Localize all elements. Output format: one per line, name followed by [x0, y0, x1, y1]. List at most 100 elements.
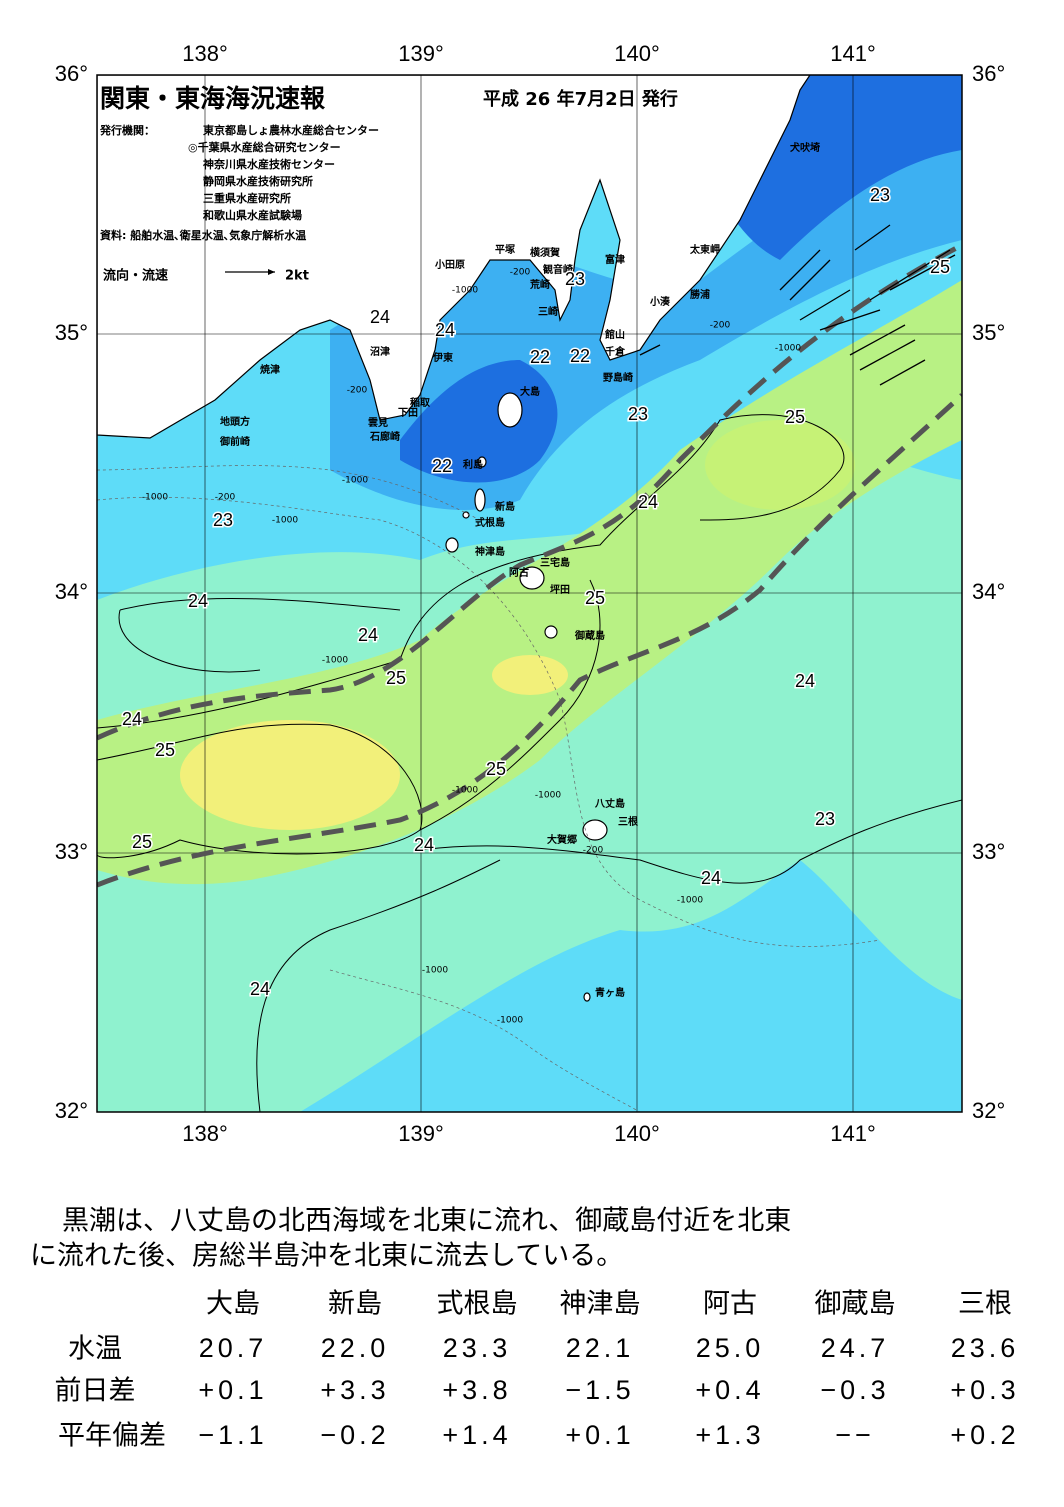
- isotherms: [97, 414, 962, 1112]
- place-label: 伊東: [432, 351, 453, 364]
- latitude-label: 36°: [972, 61, 1005, 86]
- table-cell: −1.5: [565, 1375, 634, 1405]
- longitude-label: 141°: [830, 1121, 876, 1146]
- place-label: 八丈島: [594, 797, 625, 810]
- depth-label: -200: [710, 321, 731, 331]
- table-header: 式根島: [437, 1289, 518, 1320]
- islands: [445, 392, 608, 1002]
- table-cell: +0.1: [198, 1375, 267, 1405]
- issuer-label: 発行機関：: [99, 123, 155, 137]
- isotherm-label: 24: [638, 492, 658, 512]
- isotherm-label: 24: [795, 671, 815, 691]
- isotherm-label: 25: [785, 407, 805, 427]
- place-label: 式根島: [475, 516, 505, 529]
- row-label: 平年偏差: [58, 1421, 166, 1452]
- longitude-label: 138°: [182, 41, 228, 66]
- place-label: 坪田: [550, 583, 570, 596]
- depth-label: -1000: [452, 786, 478, 796]
- table-cell: −0.3: [820, 1375, 889, 1405]
- issuer: 静岡県水産技術研究所: [203, 174, 313, 188]
- latitude-label: 33°: [972, 839, 1005, 864]
- warm-core: [180, 720, 400, 830]
- table-cell: +0.2: [950, 1420, 1019, 1450]
- table-cell: 22.1: [566, 1333, 635, 1363]
- isotherm-label: 22: [530, 347, 550, 367]
- table-header: 新島: [328, 1289, 382, 1320]
- isotherm-label: 23: [815, 809, 835, 829]
- depth-label: -200: [583, 846, 604, 856]
- legend-arrowhead: [268, 269, 275, 275]
- current-arrows: [639, 224, 956, 386]
- depth-label: -1000: [322, 656, 348, 666]
- longitude-label: 140°: [614, 1121, 660, 1146]
- grid: [97, 75, 962, 1112]
- place-label: 神津島: [475, 545, 505, 558]
- place-label: 大島: [520, 385, 540, 398]
- place-label: 三宅島: [540, 556, 570, 569]
- place-label: 石廊崎: [369, 430, 400, 443]
- place-label: 御前崎: [219, 435, 250, 448]
- depth-label: -1000: [272, 516, 298, 526]
- isotherm-label: 25: [155, 740, 175, 760]
- place-label: 沼津: [370, 345, 390, 358]
- table-cell: +0.1: [565, 1420, 634, 1450]
- isotherm-label: 24: [358, 625, 378, 645]
- table-cell: +3.8: [442, 1375, 511, 1405]
- latitude-label: 36°: [55, 61, 88, 86]
- table-cell: −0.2: [320, 1420, 389, 1450]
- table-header: 御蔵島: [815, 1289, 896, 1320]
- depth-label: -1000: [422, 966, 448, 976]
- isotherm-label: 24: [435, 320, 455, 340]
- latitude-label: 33°: [55, 839, 88, 864]
- depth-label: -1000: [535, 791, 561, 801]
- table-cell: +3.3: [320, 1375, 389, 1405]
- place-label: 大賀郷: [547, 833, 577, 846]
- isotherm-label: 24: [122, 709, 142, 729]
- table-cell: 24.7: [821, 1333, 890, 1363]
- isotherm-label: 25: [386, 668, 406, 688]
- depth-label: -200: [347, 386, 368, 396]
- latitude-label: 32°: [55, 1098, 88, 1123]
- place-label: 雲見: [368, 417, 388, 429]
- legend-scale: 2kt: [285, 269, 309, 284]
- issuer: ◎千葉県水産総合研究センター: [188, 140, 341, 154]
- land: [97, 75, 811, 439]
- place-label: 稲取: [410, 396, 431, 409]
- row-label: 水温: [68, 1334, 122, 1365]
- row-label: 前日差: [55, 1376, 136, 1407]
- latitude-label: 34°: [55, 579, 88, 604]
- place-label: 新島: [495, 500, 515, 513]
- place-label: 焼津: [260, 363, 280, 376]
- place-label: 阿古: [509, 566, 529, 579]
- table-header: 三根: [958, 1289, 1012, 1320]
- table-cell: +1.4: [442, 1420, 511, 1450]
- sea-warm: [97, 450, 962, 1112]
- table-cell: +1.3: [695, 1420, 764, 1450]
- depth-label: -1000: [342, 476, 368, 486]
- issue-date: 平成 26 年7月2日 発行: [483, 88, 678, 110]
- table-header: 神津島: [560, 1289, 641, 1320]
- depth-label: -1000: [677, 896, 703, 906]
- latitude-label: 34°: [972, 579, 1005, 604]
- longitude-label: 139°: [398, 41, 444, 66]
- isotherm-label: 24: [188, 591, 208, 611]
- depth-label: -1000: [775, 344, 801, 354]
- place-label: 利島: [463, 458, 483, 471]
- table-cell: 23.3: [443, 1333, 512, 1363]
- place-label: 荒崎: [529, 278, 550, 291]
- longitude-label: 139°: [398, 1121, 444, 1146]
- sources: 資料: 船舶水温､衛星水温､気象庁解析水温: [100, 228, 306, 242]
- table-cell: +0.4: [695, 1375, 764, 1405]
- place-label: 平塚: [495, 243, 515, 256]
- latitude-label: 32°: [972, 1098, 1005, 1123]
- place-label: 三崎: [538, 305, 558, 318]
- longitude-label: 140°: [614, 41, 660, 66]
- legend-label: 流向・流速: [103, 268, 168, 284]
- table-header: 大島: [206, 1289, 260, 1320]
- isotherm-label: 24: [370, 307, 390, 327]
- place-label: 富津: [605, 253, 625, 266]
- isotherm-label: 22: [432, 456, 452, 476]
- place-label: 三根: [618, 815, 638, 828]
- warm-core: [705, 420, 855, 510]
- isotherm-label: 24: [701, 868, 721, 888]
